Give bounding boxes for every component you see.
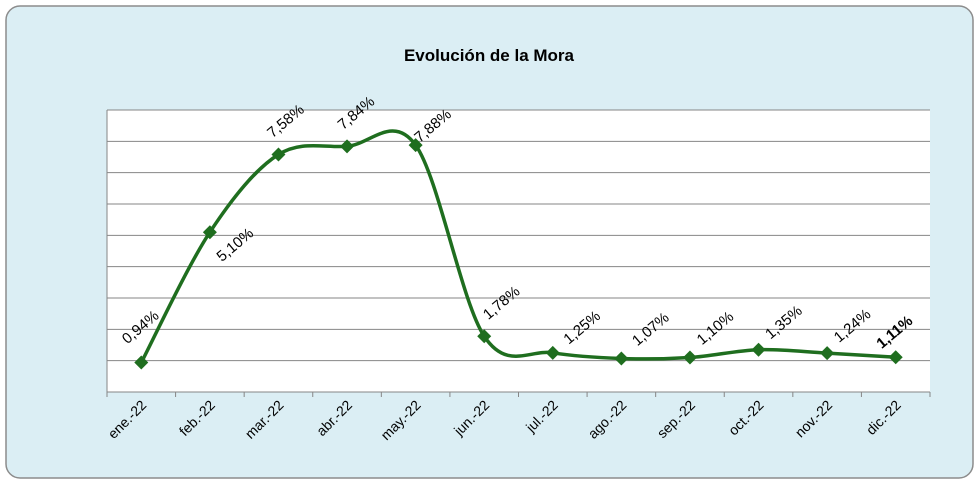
data-marker	[682, 350, 697, 365]
data-marker	[614, 351, 629, 366]
data-marker	[477, 329, 492, 344]
data-marker	[271, 147, 286, 162]
data-marker	[820, 346, 835, 361]
chart-title: Evolución de la Mora	[404, 46, 575, 65]
data-marker	[408, 138, 423, 153]
plot-area	[107, 110, 930, 392]
data-marker	[545, 345, 560, 360]
data-marker	[340, 139, 355, 154]
data-marker	[134, 355, 149, 370]
data-marker	[202, 225, 217, 240]
data-marker	[751, 342, 766, 357]
data-marker	[888, 350, 903, 365]
